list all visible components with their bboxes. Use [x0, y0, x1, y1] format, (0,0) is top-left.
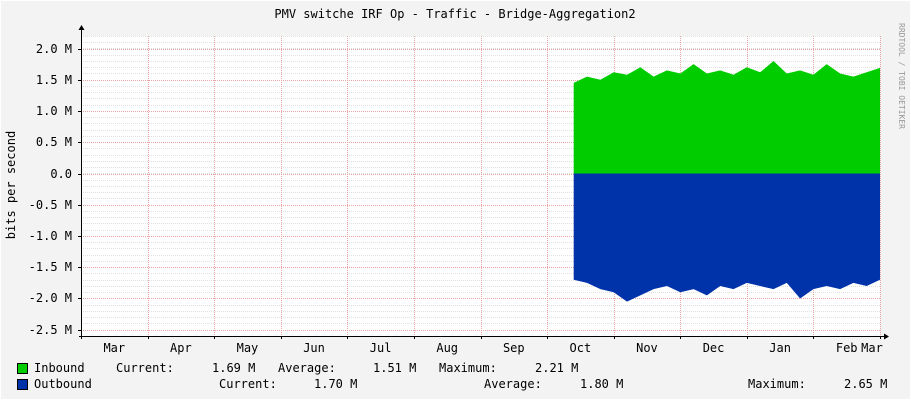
x-tick-label: Sep: [503, 341, 525, 355]
x-tick-label: Jul: [370, 341, 392, 355]
y-tick-label: -0.5 M: [29, 198, 72, 212]
x-tick-label: Mar: [103, 341, 125, 355]
outbound-current-label: Current:: [219, 377, 277, 391]
x-tick-label: Apr: [170, 341, 192, 355]
inbound-legend-name: Inbound: [34, 361, 85, 375]
y-tick-label: 0.5 M: [36, 135, 72, 149]
x-tick-label: Mar: [861, 341, 883, 355]
x-tick-label: Jun: [303, 341, 325, 355]
inbound-swatch: [17, 363, 28, 374]
x-tick-labels: Mar Apr May Jun Jul Aug Sep Oct Nov Dec Jan Feb Mar: [103, 341, 882, 355]
x-tick-label: Dec: [703, 341, 725, 355]
x-tick-label: Oct: [570, 341, 592, 355]
y-tick-label: -1.0 M: [29, 229, 72, 243]
inbound-current-label: Current:: [116, 361, 174, 375]
outbound-area: [573, 173, 880, 302]
y-tick-label: -2.0 M: [29, 291, 72, 305]
inbound-average-value: 1.51 M: [373, 361, 417, 375]
y-tick-label: -1.5 M: [29, 260, 72, 274]
outbound-maximum-label: Maximum:: [748, 377, 806, 391]
x-axis-arrow: [884, 333, 889, 340]
outbound-swatch: [17, 379, 28, 390]
inbound-area: [573, 61, 880, 174]
y-axis-label: bits per second: [4, 131, 18, 239]
y-tick-label: -2.5 M: [29, 323, 72, 337]
outbound-maximum-value: 2.65 M: [844, 377, 888, 391]
y-tick-label: 0.0: [50, 167, 72, 181]
inbound-maximum-label: Maximum:: [439, 361, 497, 375]
y-tick-label: 2.0 M: [36, 42, 72, 56]
axes: [78, 25, 889, 340]
chart-title: PMV switche IRF Op - Traffic - Bridge-Ag…: [274, 7, 635, 21]
y-tick-label: 1.5 M: [36, 73, 72, 87]
inbound-average-label: Average:: [278, 361, 336, 375]
inbound-current-value: 1.69 M: [212, 361, 256, 375]
y-axis-arrow: [78, 25, 85, 30]
x-tick-label: May: [237, 341, 259, 355]
x-tick-label: Jan: [769, 341, 791, 355]
x-tick-label: Aug: [436, 341, 458, 355]
x-tick-label: Feb: [836, 341, 858, 355]
outbound-average-value: 1.80 M: [580, 377, 624, 391]
outbound-legend-name: Outbound: [34, 377, 92, 391]
outbound-average-label: Average:: [484, 377, 542, 391]
inbound-maximum-value: 2.21 M: [535, 361, 579, 375]
y-tick-label: 1.0 M: [36, 104, 72, 118]
rrdtool-credit: RRDTOOL / TOBI OETIKER: [897, 23, 906, 129]
x-tick-label: Nov: [636, 341, 658, 355]
outbound-current-value: 1.70 M: [314, 377, 358, 391]
y-tick-labels: 2.0 M 1.5 M 1.0 M 0.5 M 0.0 -0.5 M -1.0 M -1.5 …: [29, 42, 72, 337]
series-areas: [573, 61, 880, 302]
